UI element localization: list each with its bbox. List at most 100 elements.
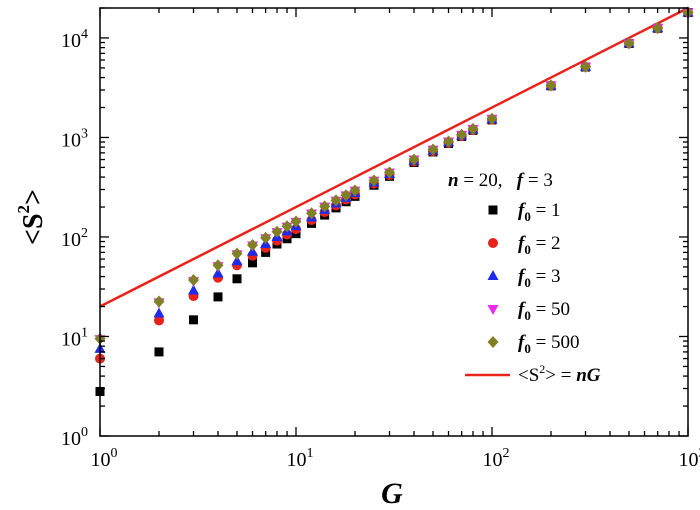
- legend-label-sub: 0: [524, 242, 531, 257]
- legend-header-n: n: [448, 170, 459, 191]
- data-point: [154, 347, 164, 357]
- legend-label-rest: = 500: [531, 332, 580, 353]
- legend-header-n-value: = 20,: [459, 170, 517, 191]
- y-tick-label: 103: [61, 126, 88, 151]
- legend-marker: [488, 238, 498, 248]
- x-tick-label-exp: 2: [503, 446, 510, 461]
- data-point: [319, 200, 331, 213]
- data-point: [212, 267, 224, 278]
- data-point: [232, 274, 242, 284]
- data-point: [652, 22, 664, 35]
- y-tick-label: 100: [61, 425, 88, 450]
- data-point: [248, 258, 258, 268]
- x-tick-label-exp: 0: [111, 446, 118, 461]
- data-point: [545, 79, 557, 92]
- legend-label-main: f: [518, 332, 526, 353]
- data-point: [443, 135, 455, 148]
- data-point: [384, 166, 396, 179]
- legend-label-reference: <S2> = nG: [518, 362, 601, 386]
- data-point: [408, 153, 420, 166]
- legend-label-rest: = 2: [531, 233, 561, 254]
- legend-label-sub: 0: [524, 209, 531, 224]
- y-label-pre: <S: [18, 213, 49, 245]
- ticks-layer: [99, 7, 689, 437]
- y-tick-label-exp: 0: [81, 425, 88, 440]
- legend-marker: [487, 305, 499, 315]
- data-point: [486, 112, 498, 125]
- tick-labels-layer: 100101102103100101102103104: [61, 27, 700, 471]
- data-point: [154, 315, 165, 326]
- y-tick-label: 101: [61, 325, 88, 350]
- y-label-post: >: [18, 189, 49, 205]
- legend-label-sub: 0: [524, 341, 531, 356]
- ref-exp: 2: [539, 362, 545, 376]
- y-tick-label-exp: 3: [81, 126, 88, 141]
- y-tick-label-exp: 4: [81, 27, 88, 42]
- data-point: [456, 128, 468, 141]
- legend-marker: [487, 336, 499, 348]
- data-point: [580, 60, 592, 73]
- data-point: [231, 247, 243, 260]
- data-point: [340, 189, 352, 202]
- series-5: [94, 6, 694, 345]
- legend-label: f0 = 50: [518, 299, 570, 323]
- data-point: [290, 215, 302, 228]
- y-tick-label-base: 10: [61, 30, 81, 52]
- data-point: [271, 225, 283, 238]
- y-axis-label: <S2>: [14, 189, 49, 245]
- x-tick-label-base: 10: [679, 449, 699, 471]
- y-tick-label-base: 10: [61, 229, 81, 251]
- y-label-exp: 2: [14, 205, 33, 214]
- series-2: [95, 7, 693, 364]
- legend-marker: [488, 205, 498, 215]
- legend-label-sub: 0: [524, 308, 531, 323]
- legend-label-rest: = 3: [531, 266, 561, 287]
- markers-layer: [94, 6, 694, 397]
- x-tick-label: 103: [679, 446, 700, 471]
- data-point: [213, 292, 223, 302]
- legend-label-main: f: [518, 266, 526, 287]
- y-tick-label-base: 10: [61, 129, 81, 151]
- x-axis-label: G: [381, 477, 403, 510]
- data-point: [368, 174, 380, 187]
- ref-post: > =: [545, 365, 576, 386]
- plot-frame: [99, 7, 689, 437]
- data-point: [212, 259, 224, 272]
- legend-label-main: f: [518, 200, 526, 221]
- data-point: [281, 220, 293, 233]
- data-point: [247, 239, 259, 252]
- data-point: [349, 184, 361, 197]
- y-tick-label: 102: [61, 226, 88, 251]
- data-point: [153, 295, 165, 308]
- data-point: [467, 122, 479, 135]
- legend-label-rest: = 50: [531, 299, 570, 320]
- legend-label: f0 = 1: [518, 200, 561, 224]
- reference-line-layer: [99, 6, 689, 308]
- y-tick-label-base: 10: [61, 428, 81, 450]
- reference-line-nG: [99, 6, 689, 308]
- data-point: [188, 284, 200, 295]
- data-point: [189, 315, 199, 325]
- y-tick-label-exp: 1: [81, 325, 88, 340]
- x-tick-label-base: 10: [483, 449, 503, 471]
- legend-label-rest: = 1: [531, 200, 561, 221]
- y-tick-label-base: 10: [61, 328, 81, 350]
- x-tick-label-exp: 1: [307, 446, 314, 461]
- data-point: [306, 207, 318, 220]
- x-tick-label-exp: 3: [699, 446, 700, 461]
- legend-label: f0 = 2: [518, 233, 561, 257]
- y-tick-label-exp: 2: [81, 226, 88, 241]
- data-point: [188, 273, 200, 286]
- x-tick-label: 102: [483, 446, 510, 471]
- legend-label-main: f: [518, 233, 526, 254]
- legend-label-main: f: [518, 299, 526, 320]
- data-point: [260, 231, 272, 244]
- legend-label-sub: 0: [524, 275, 531, 290]
- ref-rhs: nG: [576, 365, 601, 386]
- legend-marker: [487, 270, 499, 280]
- x-tick-label-base: 10: [287, 449, 307, 471]
- legend-header-f: f: [517, 170, 525, 191]
- x-tick-label-base: 10: [91, 449, 111, 471]
